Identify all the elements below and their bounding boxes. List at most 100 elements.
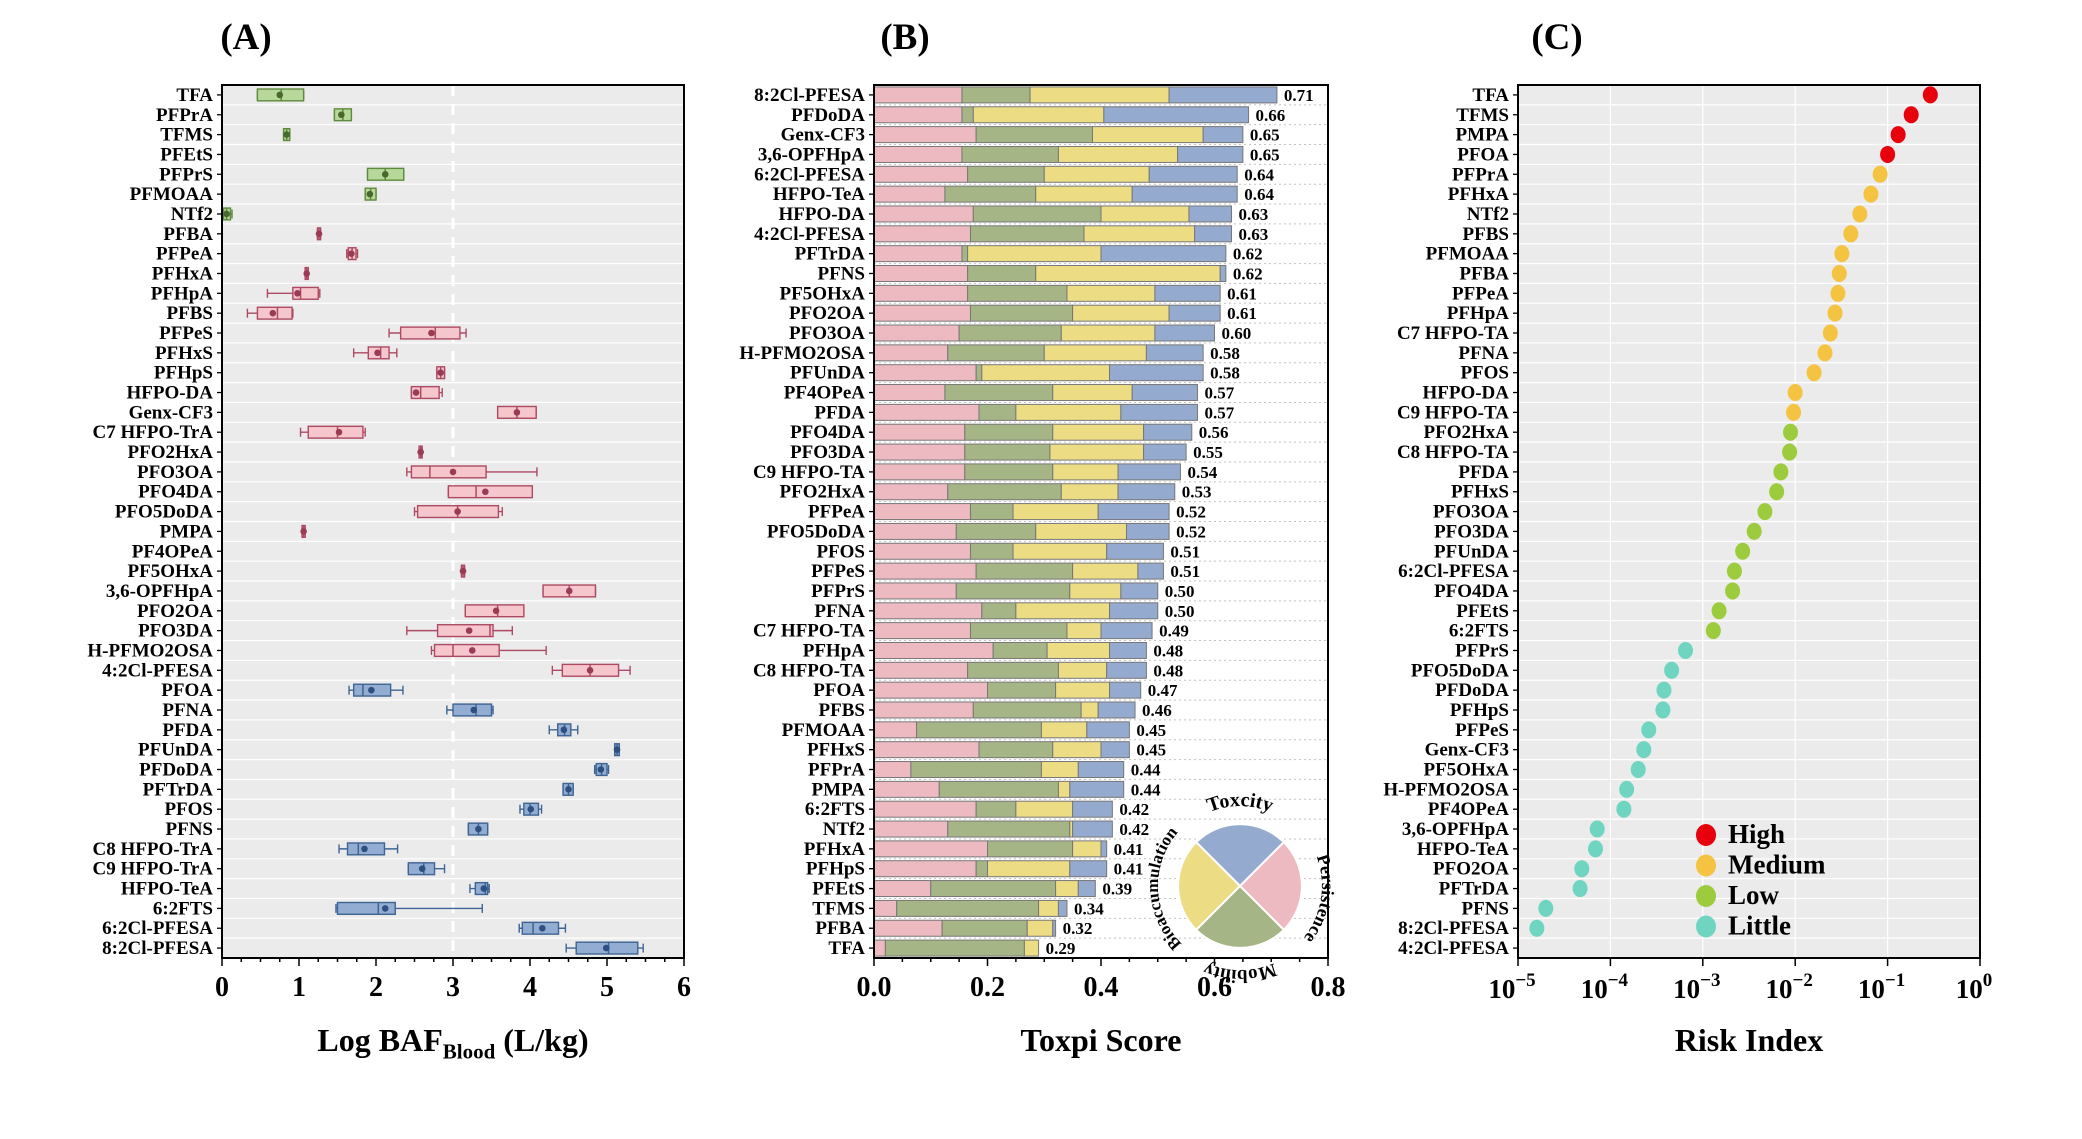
row-label-a: PFUnDA: [138, 740, 213, 761]
row-label-a: PFO4DA: [138, 482, 213, 503]
segment-toxicity: [1168, 304, 1221, 322]
mean-marker: [368, 686, 375, 694]
row-label-b: PF5OHxA: [780, 283, 866, 304]
panel-c-title: (C): [1531, 17, 1583, 58]
mean-marker: [381, 905, 389, 912]
row-label-c: C9 HFPO-TA: [1397, 402, 1509, 423]
segment-mobility: [944, 384, 1054, 402]
row-label-a: PF4OPeA: [132, 541, 214, 562]
row-label-b: PFDA: [814, 402, 865, 423]
point-PFHpA: [1827, 304, 1843, 322]
segment-bioaccumulation: [1091, 126, 1204, 144]
row-label-a: PFPrS: [159, 164, 213, 185]
row-label-c: PFHxA: [1448, 184, 1509, 205]
segment-bioaccumulation: [1052, 384, 1133, 402]
segment-mobility: [967, 165, 1045, 183]
row-label-a: PFDoDA: [139, 760, 213, 781]
bar-PFUnDA: [873, 364, 1204, 382]
bar-6:2FTS: [873, 800, 1113, 818]
row-label-a: PFHxA: [152, 263, 213, 284]
row-label-b: PFO3OA: [789, 323, 865, 344]
mean-marker: [565, 587, 573, 595]
bar-value-label: 0.56: [1199, 423, 1229, 442]
segment-mobility: [947, 483, 1062, 501]
segment-toxicity: [1052, 919, 1057, 937]
row-label-c: PF5OHxA: [1424, 760, 1510, 781]
row-label-a: PFOS: [164, 799, 213, 820]
box-HFPO-TeA: [469, 881, 490, 896]
mean-marker: [315, 230, 323, 238]
segment-toxicity: [1126, 522, 1170, 540]
segment-toxicity: [1109, 602, 1159, 620]
row-label-a: PFO3DA: [138, 621, 213, 642]
segment-mobility: [884, 939, 1025, 957]
segment-bioaccumulation: [1055, 880, 1079, 898]
segment-toxicity: [1154, 284, 1221, 302]
row-label-b: PFBS: [819, 700, 865, 721]
bar-value-label: 0.51: [1170, 562, 1200, 581]
mean-marker: [468, 647, 476, 654]
segment-persistence: [873, 880, 932, 898]
row-label-b: 3,6-OPFHpA: [758, 144, 865, 165]
row-label-c: TFMS: [1456, 105, 1509, 126]
row-label-b: PFPeS: [811, 561, 865, 582]
mean-marker: [348, 250, 355, 257]
segment-toxicity: [1106, 542, 1164, 560]
segment-mobility: [896, 899, 1040, 917]
row-label-b: PFO5DoDA: [767, 521, 865, 542]
mean-marker: [374, 349, 381, 357]
row-label-c: 3,6-OPFHpA: [1402, 819, 1509, 840]
segment-persistence: [873, 661, 969, 679]
segment-persistence: [873, 542, 971, 560]
row-label-a: C8 HFPO-TrA: [93, 839, 214, 860]
box: [410, 385, 440, 400]
segment-persistence: [873, 681, 988, 699]
segment-toxicity: [1117, 463, 1181, 481]
bar-3,6-OPFHpA: [873, 145, 1244, 163]
bar-PFPeS: [873, 562, 1164, 580]
x-tick-label-b: 0.2: [970, 972, 1005, 1003]
bar-PFHxS: [873, 741, 1130, 759]
row-label-b: NTf2: [823, 819, 865, 840]
segment-bioaccumulation: [1046, 641, 1111, 659]
segment-persistence: [873, 106, 963, 124]
row-label-c: 6:2Cl-PFESA: [1398, 561, 1509, 582]
point-PFHpS: [1655, 701, 1671, 719]
segment-toxicity: [1143, 423, 1193, 441]
segment-bioaccumulation: [1072, 840, 1102, 858]
legend-label-high: High: [1728, 819, 1785, 849]
x-tick-label-c: 100: [1956, 970, 1993, 1004]
box: [436, 624, 494, 638]
row-label-a: PFTrDA: [143, 779, 214, 800]
segment-mobility: [947, 344, 1045, 362]
segment-persistence: [873, 205, 974, 223]
segment-mobility: [972, 205, 1102, 223]
segment-persistence: [873, 820, 949, 838]
segment-persistence: [873, 463, 966, 481]
segment-toxicity: [1137, 562, 1164, 580]
bar-Genx-CF3: [873, 126, 1244, 144]
x-tick-label-a: 6: [677, 972, 691, 1003]
bar-value-label: 0.66: [1256, 106, 1286, 125]
bar-value-label: 0.57: [1204, 384, 1234, 403]
mean-marker: [449, 468, 457, 476]
segment-persistence: [873, 840, 988, 858]
bar-PFPrS: [873, 582, 1159, 600]
pie-slice-mobility: [1194, 884, 1286, 949]
bar-value-label: 0.63: [1239, 225, 1269, 244]
legend-label-medium: Medium: [1728, 850, 1826, 880]
box-PFOS: [519, 802, 543, 816]
segment-bioaccumulation: [1035, 185, 1133, 203]
segment-persistence: [873, 165, 969, 183]
box-PFPrA: [333, 108, 353, 122]
point-HFPO-DA: [1787, 384, 1803, 402]
bar-PFDA: [873, 403, 1198, 421]
segment-toxicity: [1154, 324, 1215, 342]
segment-mobility: [969, 542, 1014, 560]
segment-persistence: [873, 562, 977, 580]
mean-marker: [366, 190, 374, 198]
mean-marker: [269, 309, 277, 317]
row-label-c: HFPO-TeA: [1417, 839, 1509, 860]
legend-marker-medium: [1696, 854, 1716, 877]
point-8:2Cl-PFESA: [1529, 919, 1545, 937]
